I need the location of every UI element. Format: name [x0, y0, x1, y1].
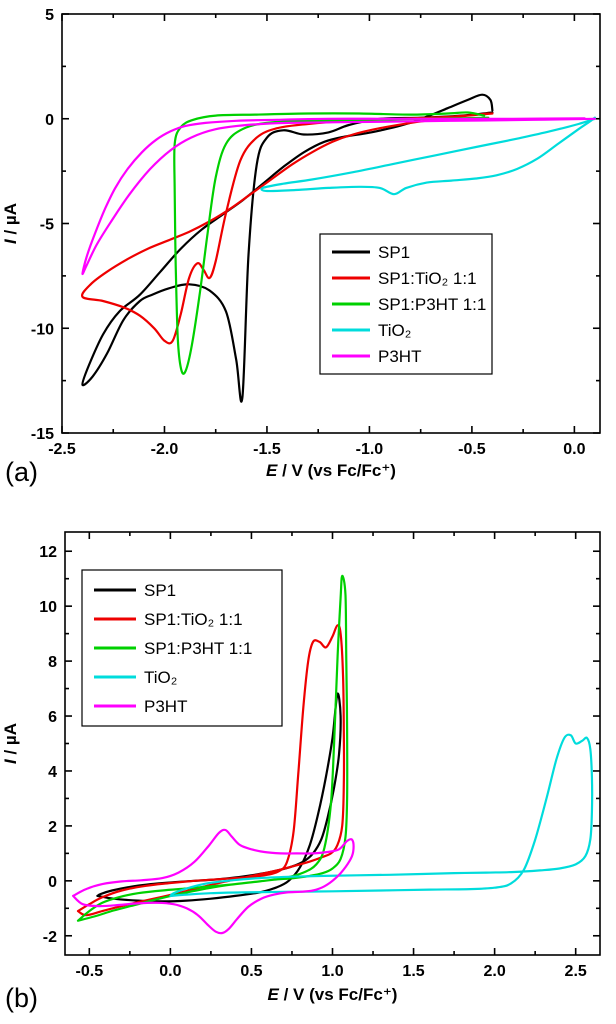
y-tick-label: 12	[39, 544, 57, 561]
legend-label-p3ht: P3HT	[378, 347, 421, 366]
x-tick-label: 0.0	[159, 963, 181, 980]
curve-tio	[260, 116, 596, 196]
x-tick-label: -0.5	[458, 441, 486, 458]
y-tick-label: -10	[31, 321, 54, 338]
curve-tio	[169, 733, 594, 897]
x-tick-label: 0.5	[240, 963, 262, 980]
y-tick-label: 6	[48, 709, 57, 726]
axes-b: -0.5 0.0 0.5 1.0 1.5 2.0 2.5 -2 0 2 4 6 8 10 12	[39, 532, 600, 980]
legend-label-sp1-tio-1-1: SP1:TiO₂ 1:1	[378, 269, 477, 288]
curve-p3ht	[72, 828, 355, 935]
x-tick-label: 2.5	[565, 963, 587, 980]
y-axis-title-a: I / µA	[1, 203, 20, 244]
panel-a: -2.5 -2.0 -1.5 -1.0 -0.5 0.0 -15 -10 -5 0 5 E / V (…	[0, 6, 616, 506]
legend-label-sp1: SP1	[144, 581, 176, 600]
curve-sp1-tio-1-1	[80, 112, 494, 345]
x-tick-label: 1.5	[402, 963, 424, 980]
chart-b-canvas: -0.5 0.0 0.5 1.0 1.5 2.0 2.5 -2 0 2 4 6 8 10 12 E / V (…	[1, 531, 601, 1004]
curves-b	[72, 574, 594, 935]
y-tick-label: 10	[39, 599, 57, 616]
x-tick-label: -2.0	[151, 441, 179, 458]
curve-sp1-p3ht-1-1	[76, 574, 349, 922]
y-tick-label: 8	[48, 654, 57, 671]
panel-a-label: (a)	[5, 457, 38, 487]
legend-label-tio: TiO₂	[144, 668, 177, 687]
y-tick-label: -5	[40, 217, 54, 234]
curve-p3ht	[81, 117, 596, 276]
legend-label-tio: TiO₂	[378, 321, 411, 340]
legend-label-p3ht: P3HT	[144, 697, 187, 716]
x-tick-label: -1.0	[356, 441, 384, 458]
curves-a	[80, 93, 596, 403]
x-tick-label: 1.0	[321, 963, 343, 980]
x-tick-label: 2.0	[483, 963, 505, 980]
legend-a: SP1 SP1:TiO₂ 1:1 SP1:P3HT 1:1 TiO₂ P3HT	[319, 233, 493, 375]
y-axis-title-b: I / µA	[1, 723, 20, 764]
x-tick-label: -2.5	[48, 441, 76, 458]
y-tick-label: 5	[45, 7, 54, 24]
x-axis-title-a: E / V (vs Fc/Fc⁺)	[266, 461, 396, 480]
y-tick-label: -15	[31, 426, 54, 443]
x-axis-title-b: E / V (vs Fc/Fc⁺)	[268, 985, 398, 1004]
x-tick-label: -1.5	[253, 441, 281, 458]
axes-a: -2.5 -2.0 -1.5 -1.0 -0.5 0.0 -15 -10 -5 0 5	[31, 7, 600, 458]
legend-label-sp1-p3ht-1-1: SP1:P3HT 1:1	[378, 295, 486, 314]
panel-b: -0.5 0.0 0.5 1.0 1.5 2.0 2.5 -2 0 2 4 6 8 10 12 E / V (…	[0, 506, 616, 1018]
chart-a-canvas: -2.5 -2.0 -1.5 -1.0 -0.5 0.0 -15 -10 -5 0 5 E / V (…	[1, 7, 601, 480]
x-tick-label: -0.5	[76, 963, 104, 980]
legend-b: SP1 SP1:TiO₂ 1:1 SP1:P3HT 1:1 TiO₂ P3HT	[81, 569, 283, 727]
panel-b-label: (b)	[5, 983, 38, 1013]
legend-label-sp1-tio-1-1: SP1:TiO₂ 1:1	[144, 610, 243, 629]
y-tick-label: 0	[45, 112, 54, 129]
legend-label-sp1-p3ht-1-1: SP1:P3HT 1:1	[144, 639, 252, 658]
y-tick-label: 2	[48, 819, 57, 836]
legend-label-sp1: SP1	[378, 243, 410, 262]
x-tick-label: 0.0	[563, 441, 585, 458]
y-tick-label: 0	[48, 874, 57, 891]
y-tick-label: -2	[43, 929, 57, 946]
y-tick-label: 4	[48, 764, 57, 781]
curve-sp1	[81, 93, 494, 403]
